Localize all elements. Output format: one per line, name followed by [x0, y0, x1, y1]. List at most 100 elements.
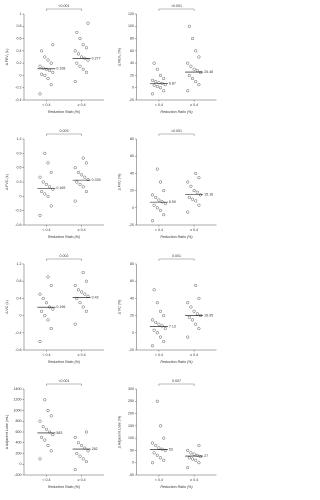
y-tick-label: 0.8 [17, 24, 22, 28]
data-point [41, 180, 45, 184]
data-point [189, 305, 193, 309]
y-tick-label: 0.9 [17, 151, 22, 155]
y-tick-label: -0.6 [15, 223, 21, 227]
data-point [155, 453, 159, 457]
data-point [81, 457, 85, 461]
p-value: <0.001 [58, 4, 69, 8]
data-point [162, 189, 166, 193]
data-point [44, 67, 48, 71]
data-point [83, 175, 87, 179]
y-tick-label: 60 [130, 49, 134, 53]
data-point [73, 322, 77, 326]
data-point [155, 399, 159, 403]
data-point [187, 456, 191, 460]
data-point [186, 335, 190, 339]
data-point [197, 83, 201, 87]
data-point [190, 457, 194, 461]
data-point [73, 80, 77, 84]
data-point [78, 182, 82, 186]
data-point [154, 444, 158, 448]
data-point [190, 197, 194, 201]
data-point [154, 320, 158, 324]
data-point [197, 176, 201, 180]
x-tick-label: < 0.4 [155, 478, 163, 482]
x-tick-label: ≥ 0.4 [78, 103, 86, 107]
y-tick-label: -0.4 [15, 331, 21, 335]
y-tick-label: 400 [16, 441, 22, 445]
mean-label: 6.87 [169, 81, 176, 85]
data-point [38, 339, 42, 343]
x-axis-title: Reduction Ratio (%) [48, 360, 80, 364]
x-tick-label: < 0.4 [155, 103, 163, 107]
data-point [49, 284, 53, 288]
data-point [190, 318, 194, 322]
data-point [192, 67, 196, 71]
data-point [81, 185, 85, 189]
mean-label: 7.13 [169, 325, 176, 329]
x-tick-label: < 0.4 [155, 353, 163, 357]
data-point [43, 55, 47, 59]
data-point [187, 195, 191, 199]
data-point [195, 190, 199, 194]
data-point [163, 201, 167, 205]
data-point [86, 58, 90, 62]
data-point [81, 271, 85, 275]
data-point [195, 312, 199, 316]
y-tick-label: 20 [130, 314, 134, 318]
data-point [40, 435, 44, 439]
data-point [163, 448, 167, 452]
data-point [86, 178, 90, 182]
y-axis-title: Δ FVC (L) [5, 174, 9, 190]
data-point [152, 83, 156, 87]
y-tick-label: 20 [130, 189, 134, 193]
data-point [162, 76, 166, 80]
p-value: 0.002 [60, 254, 69, 258]
y-tick-label: -0.2 [15, 86, 21, 90]
y-tick-label: 60 [130, 154, 134, 158]
data-point [150, 92, 154, 96]
y-axis-title: Δ Adjacent Lobe (%) [117, 416, 121, 449]
y-tick-label: 1.2 [17, 262, 22, 266]
y-axis-title: Δ VC (%) [117, 300, 121, 315]
data-point [154, 80, 158, 84]
data-point [83, 446, 87, 450]
data-point [51, 187, 55, 191]
data-point [152, 451, 156, 455]
data-point [43, 151, 47, 155]
y-tick-label: 0 [132, 331, 134, 335]
data-point [157, 81, 161, 85]
x-tick-label: ≥ 0.4 [78, 228, 86, 232]
data-point [187, 24, 191, 28]
y-tick-label: 100 [128, 436, 134, 440]
data-point [195, 453, 199, 457]
data-point [84, 70, 88, 74]
x-tick-label: ≥ 0.4 [78, 353, 86, 357]
y-tick-label: 40 [130, 171, 134, 175]
data-point [86, 294, 90, 298]
data-point [150, 193, 154, 197]
y-tick-label: 150 [128, 424, 134, 428]
data-point [150, 318, 154, 322]
y-axis-title: Δ FEV₁ (L) [5, 49, 9, 66]
data-point [76, 52, 80, 56]
data-point [73, 199, 77, 203]
data-point [187, 315, 191, 319]
y-tick-label: 1200 [14, 398, 22, 402]
data-point [152, 288, 156, 292]
data-point [73, 284, 77, 288]
data-point [46, 275, 50, 279]
y-tick-label: 80 [130, 137, 134, 141]
data-point [197, 444, 201, 448]
data-point [162, 89, 166, 93]
y-tick-label: -200 [14, 473, 21, 477]
y-tick-label: 1400 [14, 387, 22, 391]
data-point [73, 435, 77, 439]
data-point [44, 301, 48, 305]
y-tick-label: -0.8 [15, 348, 21, 352]
data-point [86, 449, 90, 453]
x-tick-label: < 0.4 [42, 228, 50, 232]
p-value: <0.001 [171, 129, 182, 133]
significance-bracket [158, 133, 195, 136]
x-axis-title: Reduction Ratio (%) [48, 485, 80, 489]
y-tick-label: 0.6 [17, 37, 22, 41]
